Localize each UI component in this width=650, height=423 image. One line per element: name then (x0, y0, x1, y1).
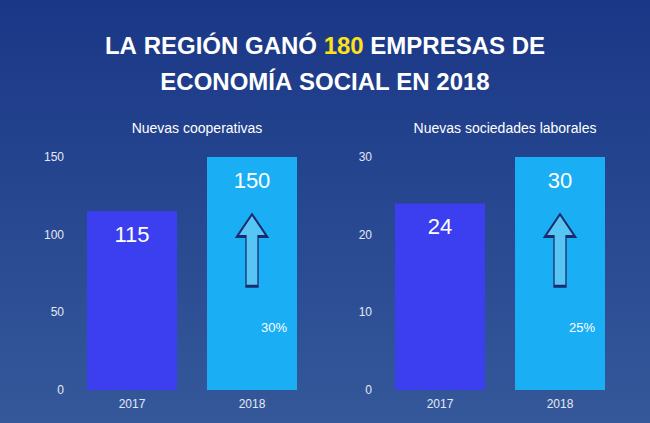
svg-text:GANÓ: GANÓ (245, 32, 317, 59)
svg-text:2017: 2017 (119, 397, 146, 411)
svg-text:20: 20 (359, 228, 373, 242)
svg-text:DE: DE (512, 32, 545, 59)
svg-text:REGIÓN: REGIÓN (144, 32, 239, 59)
svg-text:ECONOMÍA: ECONOMÍA (160, 68, 292, 95)
svg-text:180: 180 (324, 32, 364, 59)
svg-text:24: 24 (428, 214, 452, 239)
svg-text:0: 0 (57, 383, 64, 397)
svg-text:30: 30 (359, 150, 373, 164)
svg-text:EMPRESAS: EMPRESAS (370, 32, 505, 59)
svg-text:2018: 2018 (436, 68, 489, 95)
svg-text:30%: 30% (261, 320, 287, 335)
svg-text:0: 0 (365, 383, 372, 397)
svg-text:EN: EN (396, 68, 429, 95)
svg-text:SOCIAL: SOCIAL (299, 68, 390, 95)
svg-text:115: 115 (114, 222, 149, 247)
svg-text:2017: 2017 (427, 397, 454, 411)
svg-text:2018: 2018 (547, 397, 574, 411)
svg-text:150: 150 (234, 168, 271, 193)
svg-text:Nuevas cooperativas: Nuevas cooperativas (132, 120, 263, 136)
svg-text:50: 50 (51, 305, 65, 319)
svg-text:100: 100 (44, 228, 64, 242)
svg-text:LA: LA (105, 32, 137, 59)
svg-text:10: 10 (359, 305, 373, 319)
svg-text:150: 150 (44, 150, 64, 164)
svg-text:25%: 25% (569, 320, 595, 335)
svg-text:Nuevas sociedades laborales: Nuevas sociedades laborales (414, 120, 597, 136)
svg-text:2018: 2018 (239, 397, 266, 411)
svg-text:30: 30 (548, 168, 572, 193)
